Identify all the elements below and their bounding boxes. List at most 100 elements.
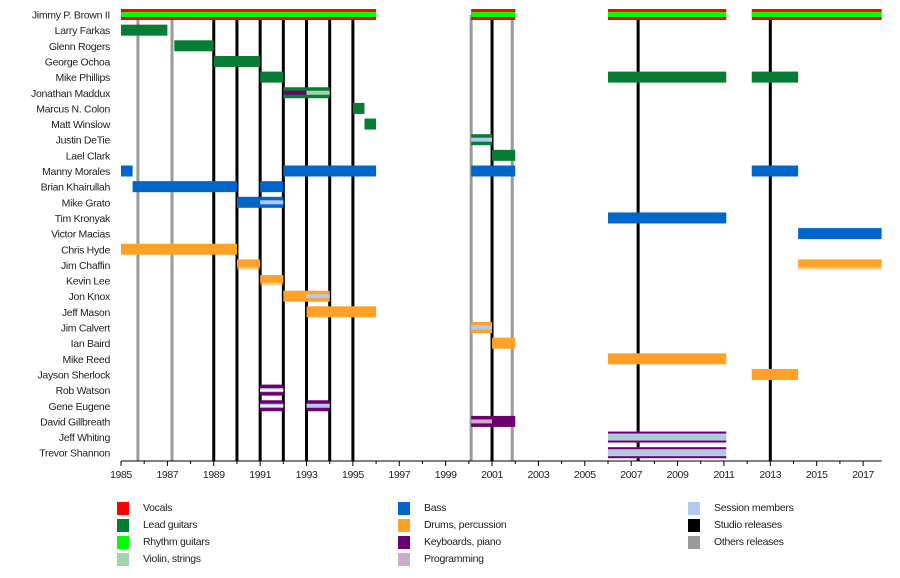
member-bar-lead <box>174 40 214 52</box>
bar-inner-session <box>260 200 284 205</box>
member-label: Victor Macias <box>51 229 110 241</box>
member-label: Lael Clark <box>66 150 111 162</box>
bar-rect <box>607 212 727 224</box>
member-label: Jim Calvert <box>61 323 111 335</box>
member-bar-drums <box>283 290 307 302</box>
bar-rect <box>751 165 799 177</box>
member-bar-lead <box>121 24 168 36</box>
member-label: Mike Phillips <box>56 72 111 84</box>
member-bar-drums <box>471 322 493 333</box>
x-tick-label: 1999 <box>435 469 457 481</box>
keyboard-edge <box>607 456 727 459</box>
member-label: Tim Kronyak <box>55 213 111 225</box>
member-label: Larry Farkas <box>55 25 110 37</box>
member-bar-keyboards <box>607 431 727 443</box>
member-bar-vocals <box>121 9 377 20</box>
member-bar-bass <box>798 228 882 240</box>
bar-inner-programming <box>471 419 493 424</box>
member-bar-keyboards <box>492 415 516 427</box>
member-label: Mike Grato <box>62 197 111 209</box>
member-label: Marcus N. Colon <box>36 103 110 115</box>
x-tick-label: 2017 <box>852 469 874 481</box>
member-label: Jim Chaffin <box>61 260 110 272</box>
member-bar-lead <box>213 55 261 67</box>
x-tick-label: 2005 <box>574 469 596 481</box>
x-tick-label: 1989 <box>203 469 225 481</box>
member-label: Brian Khairullah <box>41 182 111 194</box>
member-label: Jeff Mason <box>62 307 111 319</box>
bar-rect <box>751 368 799 380</box>
member-label: Matt Winslow <box>51 119 111 131</box>
member-bar-drums <box>306 306 377 318</box>
member-label: Jeff Whiting <box>59 432 111 444</box>
member-bar-lead <box>471 134 493 146</box>
member-label: Gene Eugene <box>48 401 110 413</box>
bar-inner-session <box>306 294 330 299</box>
release-lines <box>136 14 772 461</box>
member-labels: Jimmy P. Brown II Larry Farkas Glenn Roger… <box>31 10 111 460</box>
member-bar-bass <box>236 196 261 208</box>
member-bar-drums <box>306 290 330 302</box>
bar-rect <box>213 55 261 67</box>
bar-inner-session <box>471 137 493 142</box>
bar-inner-rhythm <box>607 12 727 17</box>
bar-rect <box>283 165 377 177</box>
bar-inner-rhythm <box>751 12 882 17</box>
x-tick-label: 1985 <box>110 469 132 481</box>
member-bar-lead <box>751 71 799 83</box>
keyboard-edge <box>607 447 727 450</box>
bar-rect <box>492 337 516 349</box>
member-bar-bass <box>471 165 516 177</box>
bar-rect <box>174 40 214 52</box>
bar-rect <box>132 181 237 193</box>
bar-rect <box>352 102 365 114</box>
member-label: Chris Hyde <box>61 244 110 256</box>
member-bar-bass <box>132 181 237 193</box>
bar-rect <box>751 71 799 83</box>
bar-rect <box>121 243 237 255</box>
bar-rect <box>607 353 727 365</box>
member-bar-bass <box>121 165 133 177</box>
member-label: Jayson Sherlock <box>37 369 111 381</box>
bar-rect <box>364 118 377 130</box>
member-label: Mike Reed <box>63 354 111 366</box>
member-bar-lead <box>364 118 377 130</box>
member-label: Jon Knox <box>69 291 111 303</box>
member-label: David Gillbreath <box>40 416 110 428</box>
bar-inner-keyboards <box>283 90 307 95</box>
bar-split <box>260 405 284 407</box>
bar-rect <box>798 259 882 271</box>
member-label: Ian Baird <box>71 338 111 350</box>
x-tick-label: 2007 <box>620 469 642 481</box>
keyboard-edge <box>607 431 727 434</box>
bar-split <box>260 389 284 392</box>
member-bar-vocals <box>751 9 882 20</box>
x-tick-label: 2015 <box>806 469 828 481</box>
member-label: Rob Watson <box>56 385 111 397</box>
bar-inner-session <box>471 325 493 330</box>
member-bar-drums <box>236 259 261 271</box>
keyboard-edge <box>607 440 727 443</box>
member-bar-drums <box>492 337 516 349</box>
bar-rect <box>607 71 727 83</box>
member-bar-bass <box>260 181 284 193</box>
bar-rect <box>236 259 261 271</box>
bar-inner-rhythm <box>121 12 377 17</box>
member-bar-lead <box>283 87 307 99</box>
bar-inner-violin <box>306 90 330 95</box>
bar-rect <box>236 196 261 208</box>
member-bar-lead <box>260 71 284 83</box>
member-label: Glenn Rogers <box>49 41 110 53</box>
member-bar-lead <box>306 87 330 99</box>
bar-rect <box>471 165 516 177</box>
bar-rect <box>121 165 133 177</box>
member-bar-lead <box>492 149 516 161</box>
member-bars <box>121 9 882 459</box>
member-bar-drums <box>607 353 727 365</box>
member-bar-lead <box>607 71 727 83</box>
inner-stripe <box>607 435 727 439</box>
x-tick-label: 2003 <box>528 469 550 481</box>
member-label: Justin DeTie <box>56 135 111 147</box>
member-bar-keyboards <box>260 400 284 412</box>
